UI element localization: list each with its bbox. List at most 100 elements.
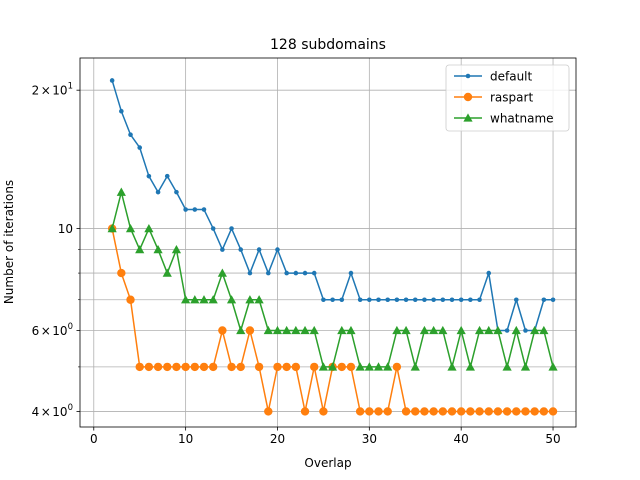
data-point [163, 362, 172, 372]
data-point [256, 247, 262, 252]
data-point [355, 362, 365, 371]
data-point [394, 297, 400, 303]
data-point [486, 270, 492, 276]
data-point [474, 325, 485, 335]
data-point [429, 325, 439, 335]
y-tick-label-exp-base: 10 [52, 324, 67, 338]
data-point [162, 268, 172, 277]
data-point [383, 407, 392, 416]
data-point [447, 362, 457, 371]
data-point [465, 362, 475, 371]
data-point [190, 362, 200, 372]
data-point [548, 407, 558, 416]
data-point [541, 297, 547, 303]
legend-label: default [490, 70, 533, 84]
y-tick-label: 6 × 100 [32, 322, 73, 338]
data-point [339, 297, 345, 303]
data-point [319, 407, 328, 416]
y-tick-label-exp-base: 10 [52, 405, 67, 419]
x-tick-label: 30 [362, 432, 377, 446]
data-point [272, 325, 283, 335]
series-whatname [107, 187, 558, 371]
data-point [521, 407, 530, 416]
data-point [550, 297, 556, 303]
data-point [321, 297, 326, 303]
data-point [254, 362, 264, 372]
data-point [419, 325, 430, 335]
legend: default raspart whatname [445, 64, 570, 132]
data-point [346, 325, 356, 335]
data-point [466, 407, 475, 416]
data-point [385, 297, 391, 303]
legend-label: raspart [490, 91, 533, 105]
data-point [530, 407, 539, 416]
data-point [229, 226, 234, 231]
data-point [523, 328, 528, 333]
data-point [364, 362, 374, 371]
data-point [512, 407, 521, 416]
data-point [477, 297, 482, 303]
data-point [330, 297, 335, 303]
data-point [264, 407, 273, 416]
legend-marker [465, 73, 471, 79]
data-point [365, 407, 374, 416]
data-point [137, 145, 143, 150]
data-point [293, 270, 299, 276]
data-point [300, 407, 310, 416]
data-point [273, 362, 282, 372]
y-tick-label: 2 × 101 [32, 82, 73, 98]
data-point [265, 270, 271, 276]
data-point [164, 173, 170, 179]
data-point [171, 244, 182, 254]
data-point [327, 362, 338, 371]
data-point [401, 407, 411, 416]
data-point [539, 325, 549, 335]
data-point [217, 268, 227, 277]
data-point [502, 407, 512, 416]
y-tick-label-base: 6 [32, 324, 40, 338]
data-point [300, 325, 310, 335]
data-point [539, 407, 549, 416]
data-point [282, 325, 292, 335]
data-point [376, 297, 381, 303]
data-point [263, 325, 273, 335]
data-point [310, 362, 319, 372]
data-point [484, 325, 494, 335]
data-point [311, 270, 317, 276]
data-point [458, 297, 464, 303]
data-point [254, 295, 264, 304]
data-point [530, 325, 540, 335]
y-axis-label: Number of iterations [2, 180, 16, 304]
chart-title: 128 subdomains [270, 37, 386, 53]
data-point [245, 295, 255, 304]
data-point [144, 362, 154, 372]
y-tick-label-exp: 0 [68, 403, 73, 413]
data-point [190, 295, 200, 304]
data-point [153, 362, 163, 372]
data-point [513, 297, 519, 303]
data-point [208, 295, 218, 304]
data-point [456, 407, 466, 416]
data-point [107, 223, 117, 233]
data-point [502, 362, 512, 371]
data-point [493, 325, 503, 335]
data-point [226, 295, 237, 304]
data-point [449, 297, 455, 303]
legend-item-default: default [454, 70, 533, 84]
data-point [245, 326, 255, 335]
data-point [392, 325, 402, 335]
data-point [236, 325, 246, 335]
x-tick-label: 40 [454, 432, 469, 446]
data-point [392, 362, 402, 372]
data-point [438, 325, 448, 335]
data-point [109, 78, 115, 83]
data-point [291, 362, 301, 372]
legend-marker [463, 113, 473, 122]
data-point [174, 189, 179, 195]
data-point [183, 207, 188, 212]
data-point [155, 189, 161, 195]
y-tick-label-base: 2 [32, 84, 40, 98]
legend-box [445, 64, 570, 132]
data-point [468, 297, 473, 303]
